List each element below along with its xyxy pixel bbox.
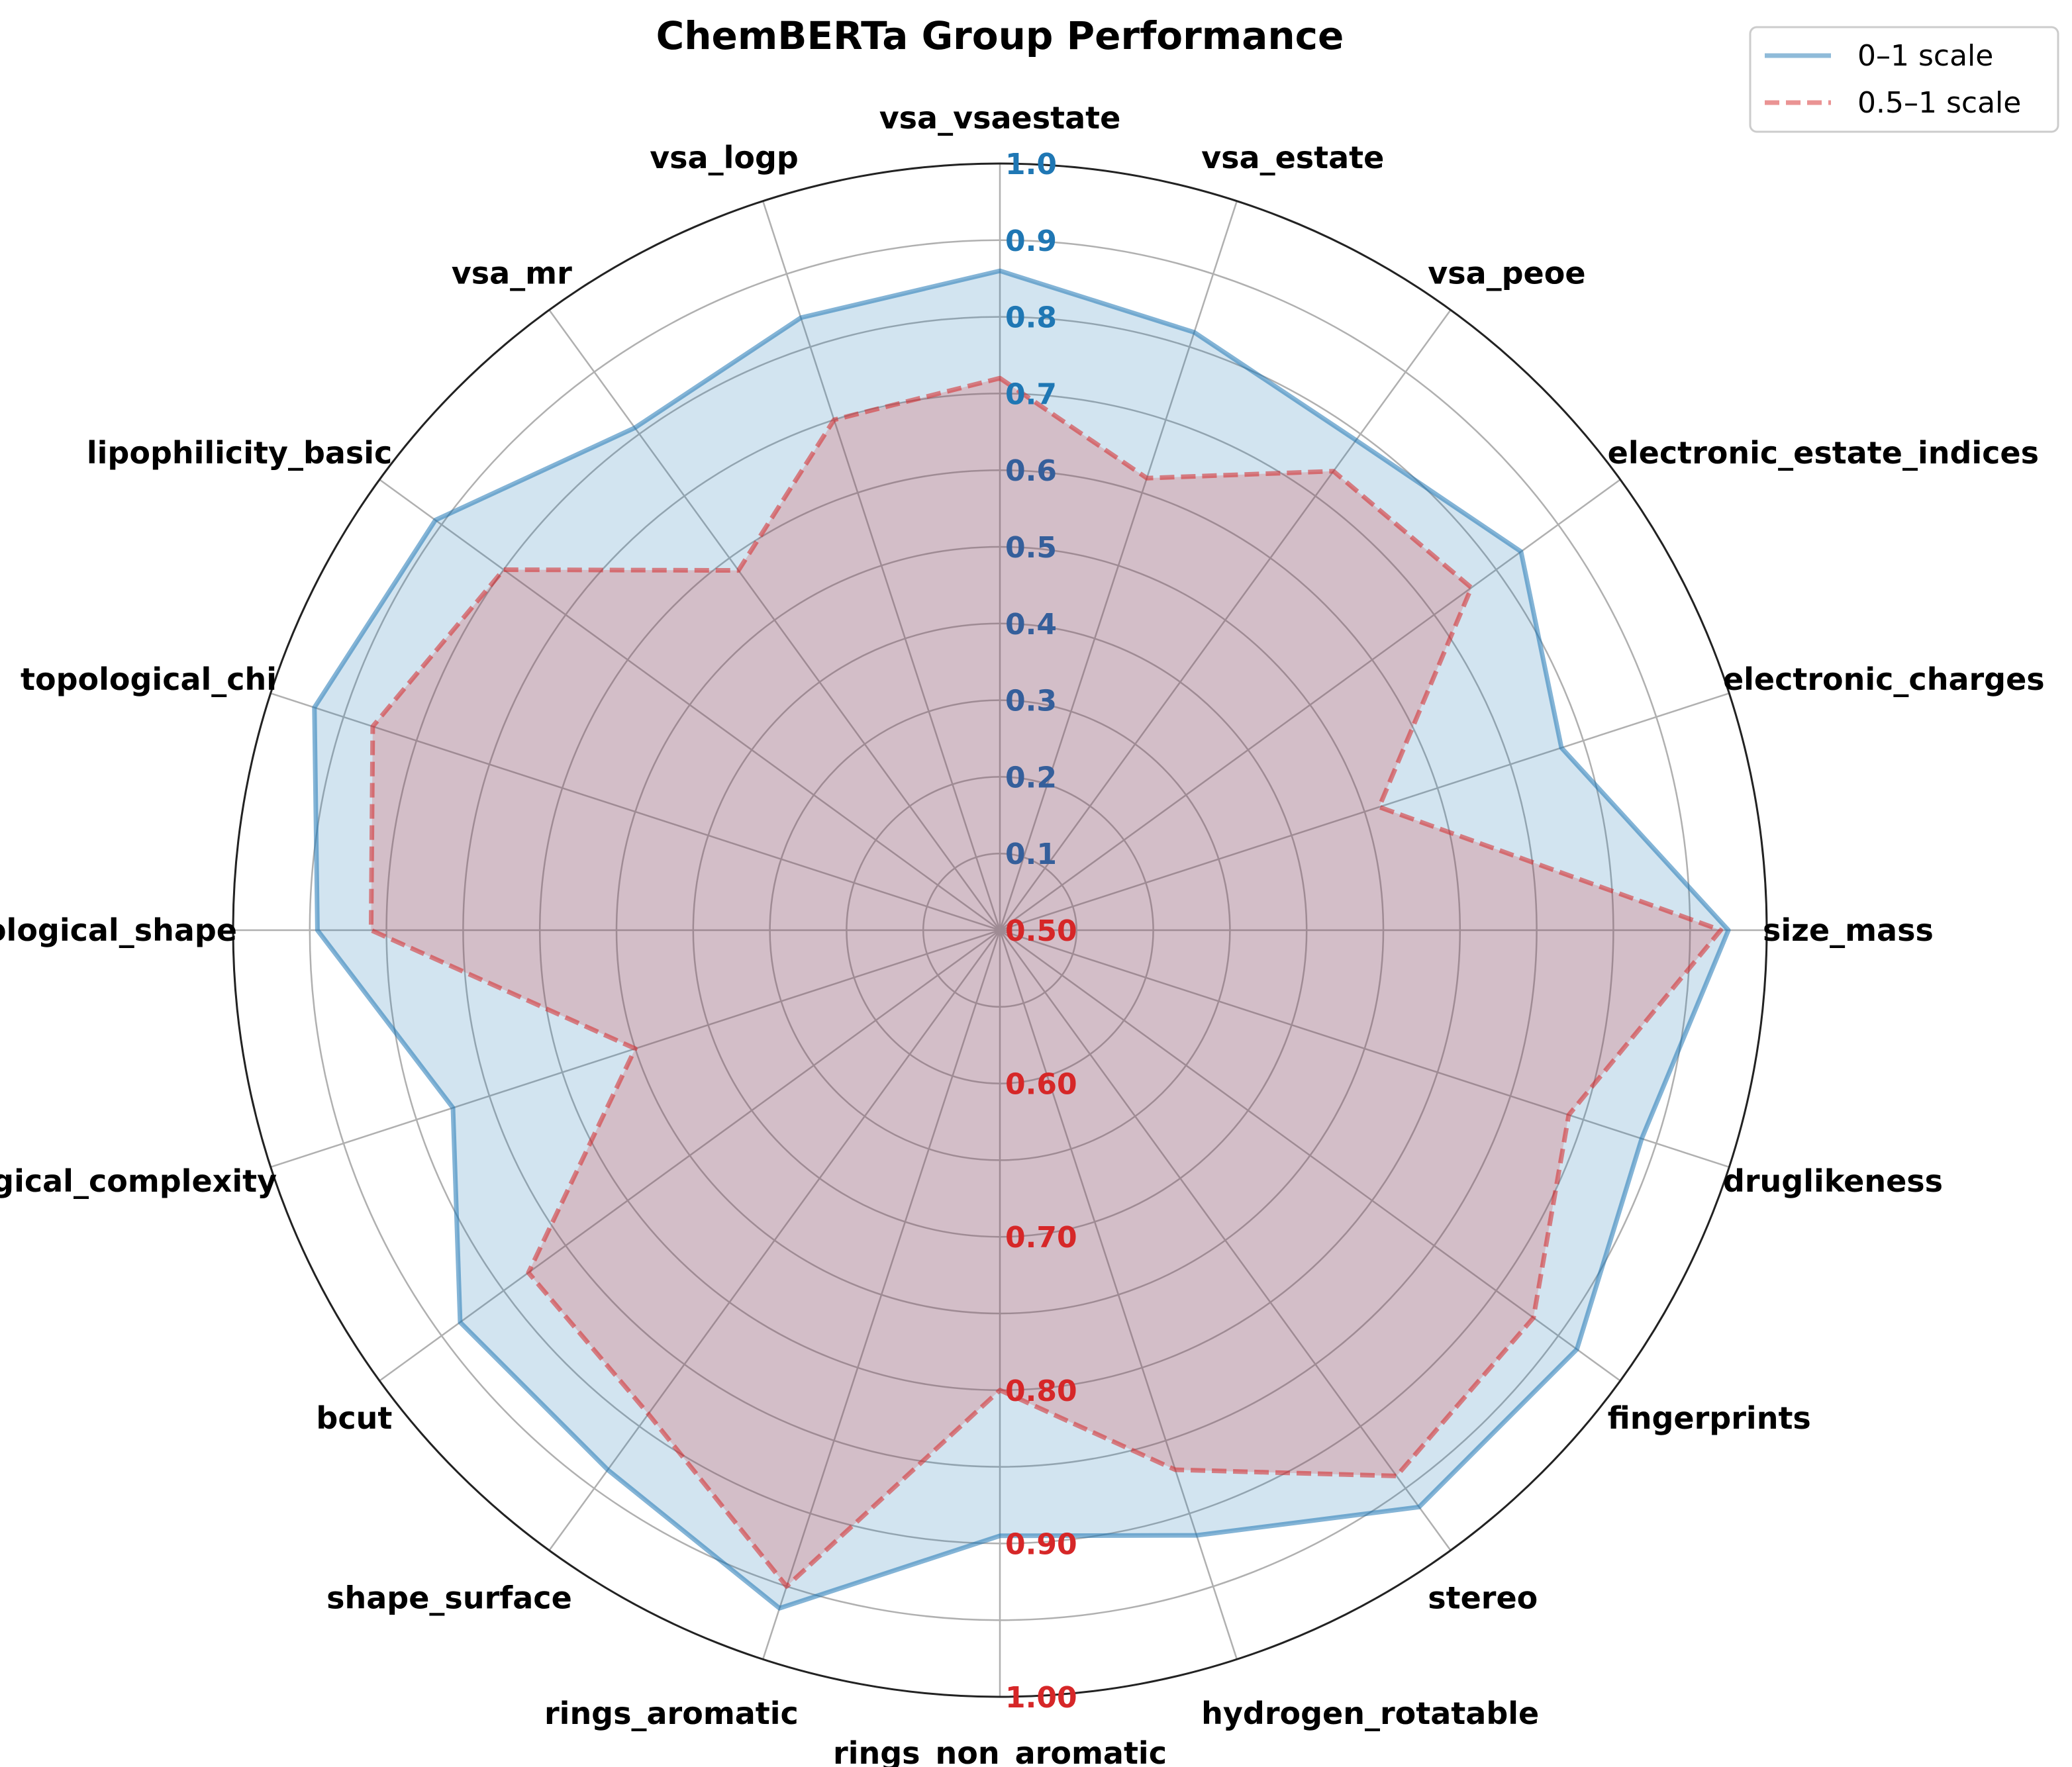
category-label: size_mass <box>1763 912 1934 948</box>
grid-spoke <box>999 201 1238 931</box>
radial-tick-label-upper: 0.4 <box>1005 608 1057 642</box>
radial-tick-label-lower: 1.00 <box>1005 1681 1077 1715</box>
category-label: bcut <box>316 1400 392 1436</box>
category-label: shape_surface <box>326 1580 572 1616</box>
series-line-layer <box>312 268 1731 1611</box>
radial-tick-label-upper: 0.7 <box>1005 377 1057 411</box>
radial-tick-label-lower: 0.70 <box>1005 1221 1077 1255</box>
category-label: electronic_charges <box>1723 661 2045 697</box>
grid-spoke <box>379 479 1001 931</box>
category-label: topological_shape <box>0 912 237 948</box>
legend: 0–1 scale 0.5–1 scale <box>1749 26 2059 133</box>
radial-tick-label-upper: 0.2 <box>1005 761 1057 794</box>
series-fill-2 <box>371 378 1721 1587</box>
grid-spoke <box>999 929 1730 1169</box>
category-label: stereo <box>1428 1580 1538 1616</box>
category-label: topological_chi <box>21 661 277 697</box>
outer-frame <box>232 162 1768 1698</box>
category-label: hydrogen_rotatable <box>1201 1695 1539 1731</box>
category-label: druglikeness <box>1723 1163 1943 1199</box>
grid-layer <box>232 162 1768 1698</box>
category-label: vsa_logp <box>650 140 799 175</box>
legend-label-series-2: 0.5–1 scale <box>1857 86 2021 120</box>
category-label: vsa_peoe <box>1428 255 1585 291</box>
radial-tick-label-lower: 0.50 <box>1005 914 1077 948</box>
grid-spoke <box>999 930 1238 1660</box>
radial-tick-label-lower: 0.80 <box>1005 1374 1077 1408</box>
radial-tick-label-upper: 0.5 <box>1005 531 1057 565</box>
radial-tick-label-upper: 0.1 <box>1005 837 1057 871</box>
category-label: rings_aromatic <box>544 1695 799 1731</box>
chart-title: ChemBERTa Group Performance <box>656 13 1344 58</box>
category-label: lipophilicity_basic <box>87 435 392 471</box>
grid-spoke <box>270 692 1001 931</box>
grid-spoke <box>999 309 1452 931</box>
category-label: vsa_mr <box>452 255 572 291</box>
grid-spoke <box>999 479 1621 931</box>
series-fill-layer <box>314 271 1729 1609</box>
category-label: rings_non_aromatic <box>833 1735 1167 1767</box>
grid-spoke <box>379 929 1001 1382</box>
radial-tick-label-lower: 0.60 <box>1005 1068 1077 1102</box>
grid-spoke <box>999 692 1730 931</box>
radial-tick-layer: 0.1 0.2 0.3 0.4 0.5 0.6 0.7 0.8 0.9 1.0 0.50 0.60 0.… <box>1005 148 1077 1715</box>
category-label: topological_complexity <box>0 1163 277 1199</box>
category-label: vsa_estate <box>1201 140 1384 175</box>
radial-tick-label-upper: 0.9 <box>1005 224 1057 258</box>
category-label: electronic_estate_indices <box>1608 435 2039 471</box>
series-fill-1 <box>314 271 1729 1609</box>
radial-tick-label-upper: 0.6 <box>1005 454 1057 488</box>
grid-spoke <box>548 309 1001 931</box>
grid-spoke <box>762 930 1001 1660</box>
radial-tick-label-upper: 1.0 <box>1005 148 1057 181</box>
radial-tick-label-upper: 0.3 <box>1005 685 1057 718</box>
category-label: fingerprints <box>1608 1400 1811 1436</box>
grid-spoke <box>762 201 1001 931</box>
category-label-layer: vsa_vsaestate vsa_estate vsa_peoe electroni… <box>0 100 2045 1767</box>
radial-tick-label-lower: 0.90 <box>1005 1527 1077 1561</box>
radial-tick-label-upper: 0.8 <box>1005 301 1057 335</box>
grid-spoke <box>999 930 1452 1551</box>
legend-label-series-1: 0–1 scale <box>1857 39 1993 73</box>
category-label: vsa_vsaestate <box>879 100 1121 136</box>
grid-spoke <box>999 929 1621 1382</box>
grid-spoke <box>548 930 1001 1551</box>
